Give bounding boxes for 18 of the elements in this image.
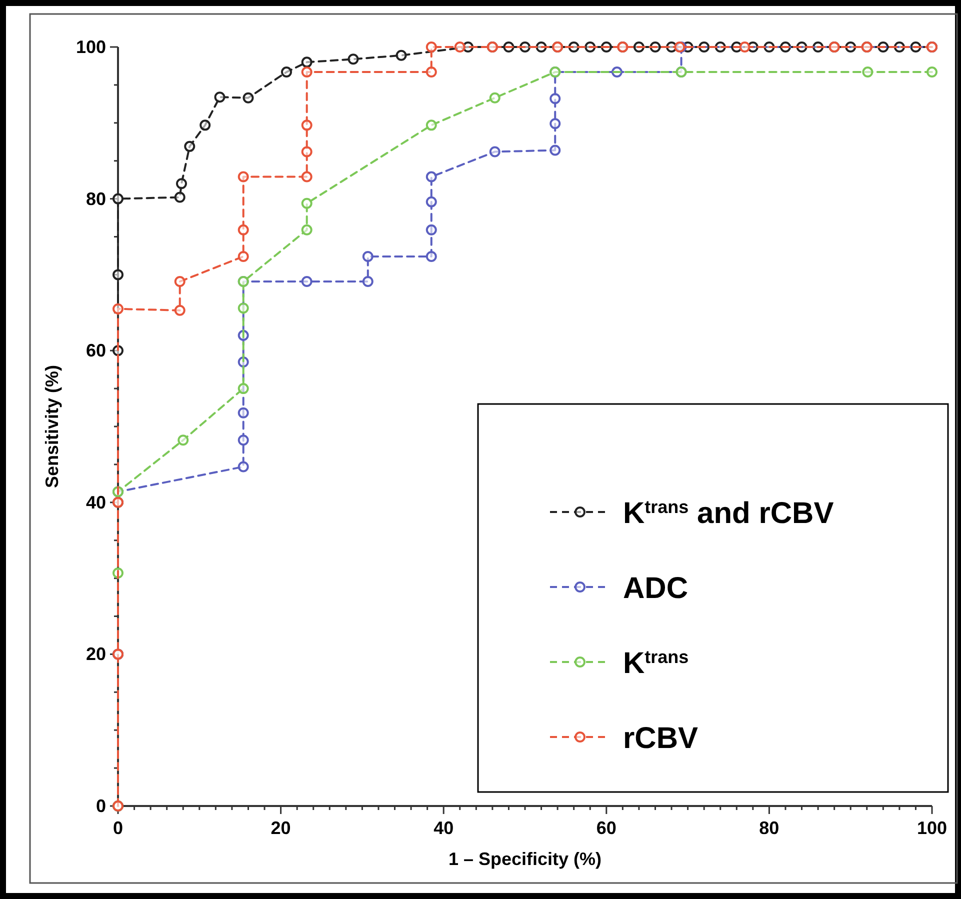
x-axis-title: 1 – Specificity (%): [448, 849, 602, 869]
y-axis-title: Sensitivity (%): [42, 364, 62, 488]
y-tick-label: 40: [86, 492, 106, 512]
y-tick-label: 60: [86, 340, 106, 361]
legend-label: rCBV: [623, 722, 698, 755]
x-tick-label: 20: [270, 818, 291, 838]
x-tick-label: 80: [759, 818, 780, 838]
y-tick-label: 80: [86, 188, 106, 209]
x-tick-label: 100: [916, 818, 948, 838]
x-tick-label: 0: [112, 818, 124, 838]
x-tick-label: 40: [434, 818, 454, 838]
x-tick-label: 60: [596, 818, 616, 838]
y-tick-label: 20: [86, 644, 106, 664]
legend-label: K$^{trans}$ and rCBV: [623, 497, 834, 530]
legend-label: K$^{trans}$: [623, 647, 689, 680]
legend-label: ADC: [623, 572, 688, 605]
y-tick-label: 100: [76, 37, 106, 57]
y-tick-label: 0: [96, 796, 106, 816]
